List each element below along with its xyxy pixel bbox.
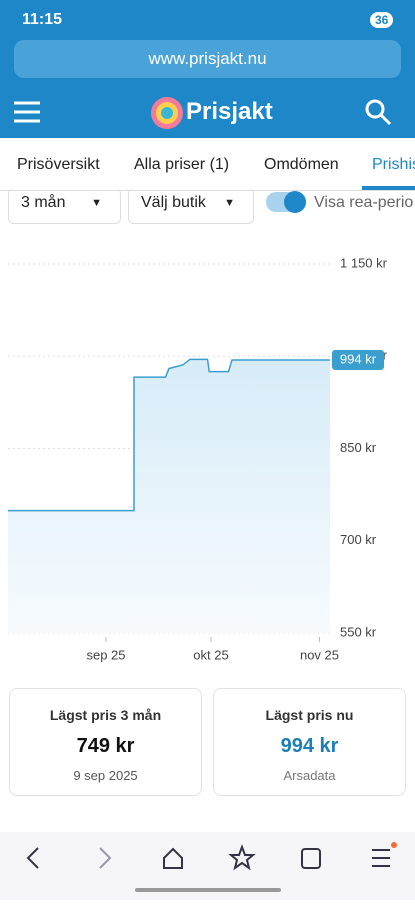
x-tick-label: nov 25: [300, 647, 339, 662]
tabs-button[interactable]: [301, 848, 321, 869]
store: Välj butik: [141, 194, 206, 211]
tabs: Prisöversikt Alla priser (1) Omdömen Pri…: [0, 138, 415, 191]
y-tick-label: 1 150 kr: [340, 255, 388, 270]
x-tick-label: okt 25: [193, 647, 228, 662]
card-note: 9 sep 2025: [73, 768, 138, 783]
url[interactable]: www.prisjakt.nu: [14, 40, 401, 78]
nav-bar: [0, 832, 415, 900]
tab[interactable]: Prishis: [372, 156, 415, 173]
y-tick-label: 700 kr: [340, 532, 377, 547]
store-select[interactable]: Välj butik ▼: [128, 188, 254, 224]
toggle[interactable]: [266, 191, 306, 213]
area: [8, 359, 330, 633]
search-icon[interactable]: [364, 98, 392, 126]
card-title: Lägst pris nu: [265, 707, 354, 723]
y-tick-label: 850 kr: [340, 440, 377, 455]
price-label: 994 kr: [340, 351, 377, 366]
toggle-label: Visa rea-perio: [314, 194, 414, 211]
line: [8, 358, 330, 512]
card: Lägst pris 3 mån 749 kr 9 sep 2025: [9, 688, 202, 796]
tab-indicator: [362, 186, 415, 190]
card: Lägst pris nu 994 kr Arsadata: [213, 688, 406, 796]
period: 3 mån: [21, 194, 66, 211]
card-title: Lägst pris 3 mån: [49, 707, 162, 723]
card-price: 994 kr: [280, 735, 339, 757]
card-price: 749 kr: [76, 735, 135, 757]
badge-dot: [391, 842, 397, 848]
battery: 36: [370, 12, 394, 28]
status-bar: 11:15 36: [0, 0, 415, 40]
card-note: Arsadata: [283, 768, 336, 783]
header: Prisjakt: [0, 86, 415, 138]
forward[interactable]: [99, 847, 112, 869]
x-tick-label: sep 25: [86, 647, 125, 662]
logo-icon: [151, 97, 183, 129]
nav-icons: [26, 842, 397, 892]
tab[interactable]: Omdömen: [264, 156, 339, 173]
y-tick-label: 550 kr: [340, 624, 377, 639]
menu-icon[interactable]: [12, 100, 42, 124]
tab[interactable]: Alla priser (1): [134, 156, 230, 173]
menu[interactable]: [372, 849, 390, 867]
home-indicator: [135, 888, 281, 892]
period-select[interactable]: 3 mån ▼: [8, 188, 121, 224]
bookmarks[interactable]: [228, 844, 256, 871]
tab[interactable]: Prisöversikt: [17, 156, 100, 173]
logo[interactable]: Prisjakt: [186, 98, 273, 125]
time: 11:15: [22, 11, 63, 28]
browser-bar: www.prisjakt.nu: [0, 40, 415, 86]
home[interactable]: [163, 847, 183, 869]
price-badge: [332, 349, 384, 370]
back[interactable]: [26, 847, 39, 869]
